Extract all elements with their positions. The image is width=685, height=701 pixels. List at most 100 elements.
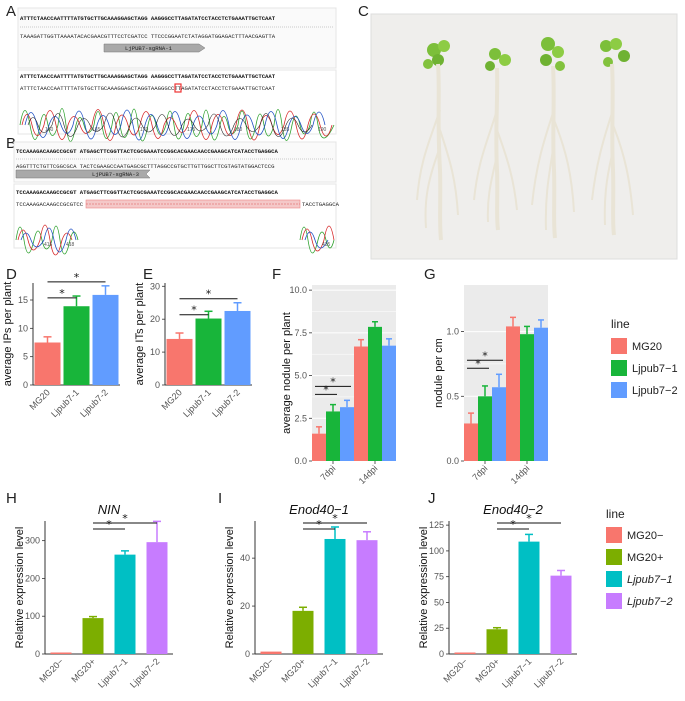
plant-3 <box>531 37 575 239</box>
bar-i-1 <box>292 610 314 654</box>
x-tick-label-g-0: 7dpi <box>470 463 489 482</box>
seq-a-ref-top: ATTTCTAACCAATTTTATGTGCTTGCAAAGGAGCTAGG A… <box>20 15 276 22</box>
y-tick-label-j-1: 25 <box>434 623 444 633</box>
y-tick-label-h-0: 0 <box>35 649 40 659</box>
legend-swatch-lj2 <box>606 593 622 609</box>
legend-swatch-ljpub7-1 <box>611 360 627 376</box>
bar-e-0 <box>166 338 193 385</box>
sig-star-d-0: * <box>59 287 65 300</box>
x-tick-label-j-1: MG20+ <box>473 656 501 684</box>
legend-swatch-mg20-minus <box>606 527 622 543</box>
x-tick-label-i-1: MG20+ <box>279 656 307 684</box>
sgrna-3-arrow <box>15 169 151 179</box>
y-axis-title-e: average ITs per plant <box>134 283 146 386</box>
ruler-a-190: 190 <box>318 127 327 133</box>
ruler-a-165: 165 <box>92 127 101 133</box>
panel-b-alignment: TCCAAAGACAAGCCGCGT ATGAGCTTCGGTTACTCGCGA… <box>13 141 340 256</box>
seq-b-read-right: TACCTGAGGCA <box>302 201 340 208</box>
sig-star-f-0: * <box>323 383 329 396</box>
sgrna-1-arrow <box>103 43 206 53</box>
legend-bottom-title: line <box>606 507 625 521</box>
x-tick-label-f-1: 14dpi <box>357 463 380 486</box>
x-tick-label-h-2: Ljpub7−1 <box>96 656 129 689</box>
bar-f-1-2 <box>382 345 396 461</box>
bar-h-3 <box>146 542 168 654</box>
ruler-a-170: 170 <box>140 127 149 133</box>
y-tick-label-j-0: 0 <box>439 649 444 659</box>
y-tick-label-e-2: 20 <box>150 314 160 324</box>
legend-label-lj1: Ljpub7−1 <box>627 574 673 586</box>
chart-title-j: Enod40−2 <box>483 502 543 517</box>
y-tick-label-g-0: 0.0 <box>446 456 459 466</box>
chart-f-nodules: 0.0 2.5 5.0 7.5 10.0 average nodule per plant… <box>281 285 396 486</box>
x-tick-label-h-3: Ljpub7−2 <box>128 656 161 689</box>
x-tick-label-h-0: MG20− <box>37 656 65 684</box>
chart-d-ips: 0 5 10 15 average IPs per plant MG20Ljpub7-1L… <box>2 271 120 419</box>
legend-swatch-mg20 <box>611 338 627 354</box>
y-tick-label-d-2: 10 <box>18 323 28 333</box>
ruler-b-418: 418 <box>66 242 75 248</box>
y-tick-label-g-1: 0.5 <box>446 391 459 401</box>
panel-label-d: D <box>6 266 17 283</box>
sig-star-i-1: * <box>332 512 338 525</box>
x-tick-label-e-2: Ljpub7-2 <box>210 387 242 419</box>
bar-d-2 <box>92 294 119 385</box>
seq-b-read-left: TCCAAAGACAAGCCGCGTCC <box>16 201 84 208</box>
sig-star-h-1: * <box>122 512 128 525</box>
bar-i-3 <box>356 540 378 654</box>
legend-top-title: line <box>611 317 630 331</box>
y-axis-title-i: Relative expression level <box>224 527 236 649</box>
legend-top: line MG20 Ljpub7−1 Ljpub7−2 <box>611 317 678 398</box>
bar-j-0 <box>454 652 476 654</box>
panel-label-j: J <box>428 490 436 507</box>
legend-label-mg20-minus: MG20− <box>627 530 663 542</box>
bar-g-0-2 <box>492 387 506 461</box>
chart-e-its: 0 10 20 30 average ITs per plant MG20Ljpub7-1… <box>134 281 252 419</box>
x-tick-label-d-0: MG20 <box>28 387 52 411</box>
ruler-a-185: 185 <box>281 127 290 133</box>
legend-swatch-ljpub7-2 <box>611 382 627 398</box>
x-tick-label-j-0: MG20− <box>441 656 469 684</box>
sig-star-i-0: * <box>316 518 322 531</box>
bar-g-0-0 <box>464 423 478 461</box>
sig-star-g-0: * <box>475 357 481 370</box>
y-tick-label-e-1: 10 <box>150 347 160 357</box>
panel-label-h: H <box>6 490 17 507</box>
y-tick-label-h-3: 300 <box>25 536 40 546</box>
panel-a-alignment: ATTTCTAACCAATTTTATGTGCTTGCAAAGGAGCTAGG A… <box>17 7 337 142</box>
seq-a-ref-bottom: TAAAGATTGGTTAAAATACACGAACGTTTCCTCGATCC T… <box>20 33 276 40</box>
ruler-a-160: 160 <box>45 127 54 133</box>
y-tick-label-h-1: 100 <box>25 611 40 621</box>
chart-title-h: NIN <box>98 502 121 517</box>
x-tick-label-e-1: Ljpub7-1 <box>181 387 213 419</box>
y-axis-title-h: Relative expression level <box>14 527 26 649</box>
sgrna-3-label: LjPUB7-sgRNA-3 <box>92 171 139 178</box>
x-tick-label-d-1: Ljpub7-1 <box>49 387 81 419</box>
x-tick-label-d-2: Ljpub7-2 <box>78 387 110 419</box>
bar-g-0-1 <box>478 396 492 461</box>
plant-2 <box>473 48 518 231</box>
sig-star-j-0: * <box>510 518 516 531</box>
y-tick-label-h-2: 200 <box>25 573 40 583</box>
x-tick-label-i-2: Ljpub7−1 <box>306 656 339 689</box>
y-tick-label-e-3: 30 <box>150 281 160 291</box>
y-tick-label-j-3: 75 <box>434 572 444 582</box>
y-tick-label-i-2: 40 <box>240 553 250 563</box>
bar-g-1-2 <box>534 327 548 461</box>
ruler-a-180: 180 <box>234 127 243 133</box>
chromatogram-a: 160 165 170 175 180 185 190 <box>19 108 335 142</box>
y-tick-label-i-1: 20 <box>240 601 250 611</box>
x-tick-label-h-1: MG20+ <box>69 656 97 684</box>
bar-i-2 <box>324 538 346 654</box>
chromatogram-b: 415 418 435 <box>15 224 335 256</box>
sig-star-h-0: * <box>106 518 112 531</box>
seq-a-ref-2: ATTTCTAACCAATTTTATGTGCTTGCAAAGGAGCTAGG A… <box>20 73 276 80</box>
bar-j-1 <box>486 629 508 654</box>
y-tick-label-j-5: 125 <box>429 520 444 530</box>
panel-label-f: F <box>272 266 281 283</box>
sig-star-d-1: * <box>74 271 80 284</box>
legend-label-ljpub7-1: Ljpub7−1 <box>632 363 678 375</box>
